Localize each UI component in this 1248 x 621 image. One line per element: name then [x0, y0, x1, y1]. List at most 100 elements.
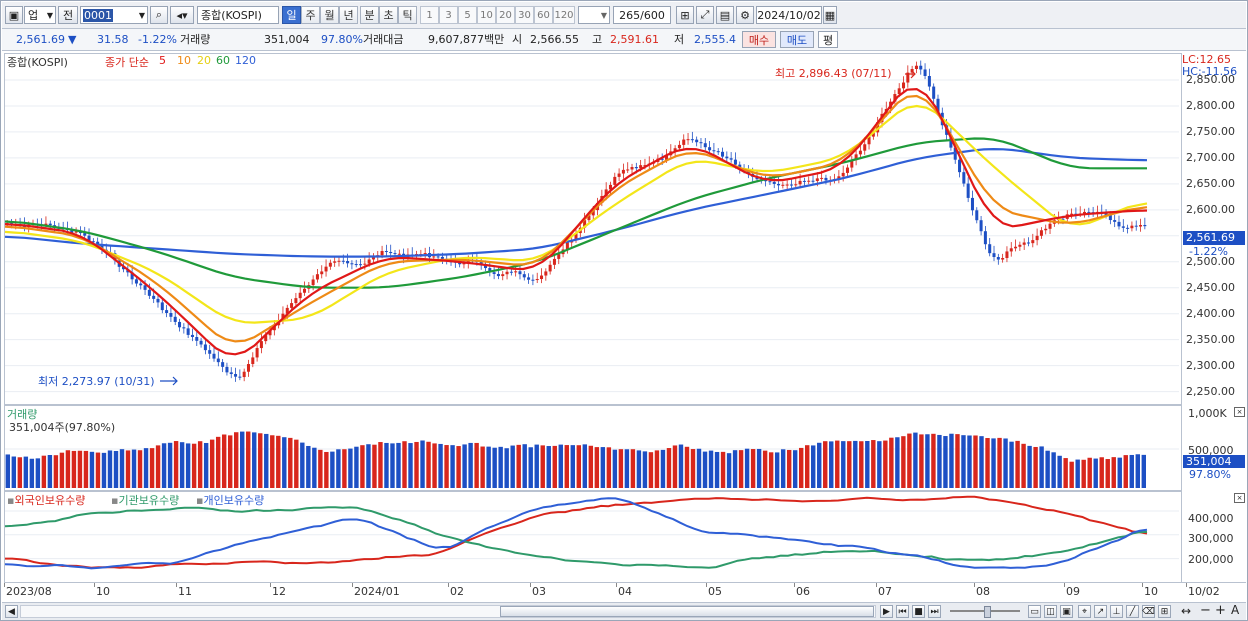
volume-bar	[817, 442, 822, 488]
save-icon[interactable]: ▤	[716, 6, 734, 24]
panel-close-icon[interactable]: ×	[1234, 493, 1245, 503]
period-week[interactable]: 주	[301, 6, 320, 24]
candle-body	[983, 231, 987, 245]
period-month[interactable]: 월	[320, 6, 339, 24]
candle-body	[423, 253, 427, 255]
candle-body	[871, 132, 875, 137]
line-tool-icon[interactable]: ╱	[1126, 605, 1139, 618]
buy-button[interactable]: 매수	[742, 31, 776, 48]
period-day[interactable]: 일	[282, 6, 301, 24]
volume-bar	[522, 444, 527, 488]
change-arrow: ▼	[68, 33, 77, 46]
volume-bar	[336, 449, 341, 488]
period-second[interactable]: 초	[379, 6, 398, 24]
date-field[interactable]: 2024/10/02	[756, 6, 822, 24]
volume-bar	[1093, 458, 1098, 488]
chart-tile-icon[interactable]: ▣	[1060, 605, 1073, 618]
volume-bar	[540, 445, 545, 488]
crosshair-icon[interactable]: ⌖	[1078, 605, 1091, 618]
period-minute[interactable]: 분	[360, 6, 379, 24]
candle-body	[1143, 225, 1147, 227]
volume-bar	[426, 441, 431, 488]
volume-bar	[246, 431, 251, 488]
code-input[interactable]: 0001 ▼	[80, 6, 148, 24]
volume-bar	[774, 452, 780, 488]
volume-bar	[420, 440, 425, 488]
scroll-left-icon[interactable]: ◀	[5, 605, 18, 618]
volume-bar	[1087, 457, 1092, 488]
candle-body	[699, 142, 703, 144]
candle-body	[264, 335, 268, 342]
zoom-out-icon[interactable]: −	[1200, 603, 1211, 618]
candle-body	[522, 274, 526, 278]
volume-bar	[5, 454, 11, 488]
volume-bar	[227, 435, 233, 488]
candle-body	[583, 220, 587, 228]
scroll-right-icon[interactable]: ▶	[880, 605, 893, 618]
volume-bar	[456, 446, 461, 488]
candle-body	[824, 177, 828, 181]
eraser-icon[interactable]: ⌫	[1142, 605, 1155, 618]
quote-bar: 2,561.69 ▼ 31.58 -1.22% 거래량 351,004 97.8…	[2, 29, 1246, 51]
candle-body	[802, 180, 806, 182]
font-size-icon[interactable]: A	[1231, 603, 1240, 617]
candle-body	[634, 167, 638, 169]
candle-body	[134, 279, 138, 284]
draw-tool-icon[interactable]: ⤢	[696, 6, 714, 24]
interval-20[interactable]: 20	[496, 6, 515, 24]
x-tick-label: 06	[796, 585, 810, 598]
zoom-plus-icon[interactable]: +	[1215, 603, 1226, 618]
volume-bar	[714, 451, 720, 488]
volume-bar	[931, 433, 936, 488]
low-label: 저	[674, 33, 685, 46]
count-field[interactable]: 265/600	[613, 6, 671, 24]
change-value: 31.58	[97, 33, 129, 46]
trend-icon[interactable]: ↗	[1094, 605, 1107, 618]
volume-bar	[895, 437, 900, 488]
interval-3[interactable]: 3	[439, 6, 458, 24]
chevron-down-icon: ▼	[600, 10, 607, 20]
chart-mode-icon[interactable]: ▭	[1028, 605, 1041, 618]
calendar-icon[interactable]: ▦	[823, 6, 837, 24]
prev-button[interactable]: 전	[58, 6, 78, 24]
candle-body	[535, 279, 539, 281]
search-icon[interactable]: ⌕	[150, 6, 168, 24]
interval-30[interactable]: 30	[515, 6, 534, 24]
x-tick-mark	[1186, 583, 1187, 587]
ruler-icon[interactable]: ⊥	[1110, 605, 1123, 618]
volume-bar	[402, 441, 407, 488]
interval-120[interactable]: 120	[553, 6, 575, 24]
volume-bar	[354, 446, 359, 488]
volume-bar	[444, 445, 449, 488]
interval-5[interactable]: 5	[458, 6, 477, 24]
interval-1[interactable]: 1	[420, 6, 439, 24]
zoom-handle[interactable]	[984, 606, 991, 618]
custom-interval-select[interactable]: ▼	[578, 6, 610, 24]
volume-bar	[185, 443, 191, 488]
candle-body	[621, 169, 625, 174]
stop-icon[interactable]: ■	[912, 605, 925, 618]
period-tick[interactable]: 틱	[398, 6, 417, 24]
legend-foreign: ▪외국인보유수량	[7, 492, 85, 508]
avg-button[interactable]: 평	[818, 31, 838, 48]
chart-type-icon[interactable]: ⊞	[676, 6, 694, 24]
first-page-icon[interactable]: ⏮	[896, 605, 909, 618]
window-icon[interactable]: ▣	[5, 6, 23, 24]
chart-split-icon[interactable]: ◫	[1044, 605, 1057, 618]
interval-10[interactable]: 10	[477, 6, 496, 24]
gear-icon[interactable]: ⚙	[736, 6, 754, 24]
last-page-icon[interactable]: ⏭	[928, 605, 941, 618]
period-year[interactable]: 년	[339, 6, 358, 24]
market-select[interactable]: 업 ▼	[24, 6, 56, 24]
interval-60[interactable]: 60	[534, 6, 553, 24]
grid-icon[interactable]: ⊞	[1158, 605, 1171, 618]
candle-body	[664, 155, 669, 160]
candle-body	[695, 139, 699, 143]
sell-button[interactable]: 매도	[780, 31, 814, 48]
volume-bar	[955, 434, 960, 488]
candle-body	[182, 327, 186, 329]
panel-close-icon[interactable]: ×	[1234, 407, 1245, 417]
zoom-in-icon[interactable]: ↔	[1181, 604, 1192, 618]
speaker-icon[interactable]: ◂▾	[170, 6, 194, 24]
scrollbar-thumb[interactable]	[500, 606, 874, 617]
